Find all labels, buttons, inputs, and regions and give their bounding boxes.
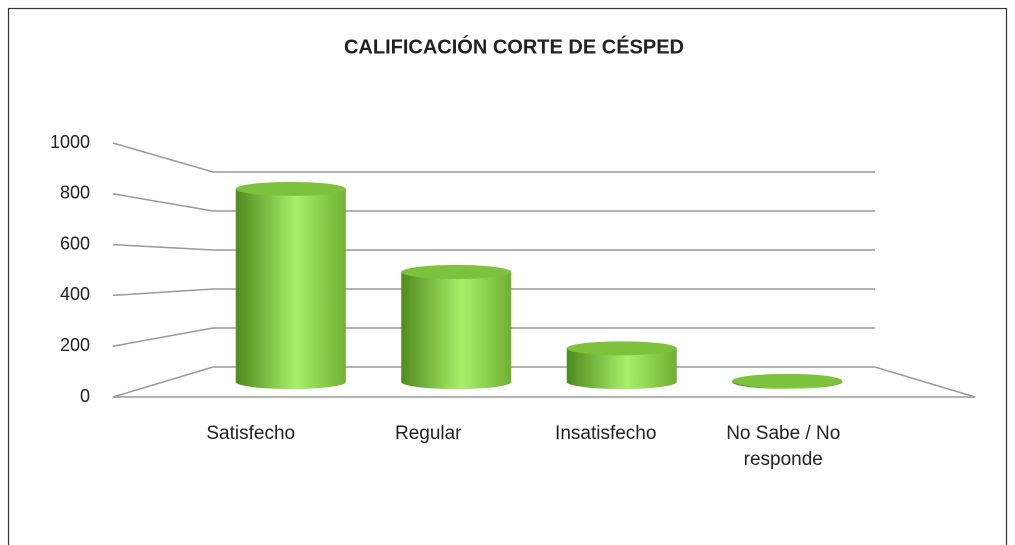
y-tick-label: 0	[80, 386, 90, 406]
bar-top	[732, 373, 843, 388]
x-tick-label: Insatisfecho	[555, 423, 657, 444]
x-tick-label: Satisfecho	[206, 423, 296, 444]
grid-line	[112, 193, 875, 212]
bar	[732, 373, 843, 389]
y-tick-label: 600	[60, 233, 90, 253]
y-tick-label: 400	[60, 284, 90, 304]
bar	[566, 341, 677, 389]
bar-top	[401, 264, 512, 279]
bar-body	[235, 188, 346, 389]
bar	[235, 181, 346, 389]
frame-border	[7, 7, 1008, 545]
grid-line	[112, 142, 875, 173]
y-tick-label: 200	[60, 335, 90, 355]
grid-line	[112, 288, 875, 297]
chart-title: CALIFICACIÓN CORTE DE CÉSPED	[344, 34, 684, 58]
bar-top	[235, 181, 346, 196]
x-tick-label: No Sabe / No responde	[726, 423, 841, 470]
y-tick-label: 800	[60, 183, 90, 203]
y-tick-label: 1000	[50, 132, 90, 152]
bar	[401, 264, 512, 389]
grid-line	[112, 327, 875, 347]
grid-line	[112, 243, 875, 251]
bar-body	[566, 348, 677, 389]
bar-top	[566, 341, 677, 356]
floor	[112, 366, 976, 398]
bar-body	[401, 271, 512, 389]
x-tick-label: Regular	[394, 423, 462, 444]
